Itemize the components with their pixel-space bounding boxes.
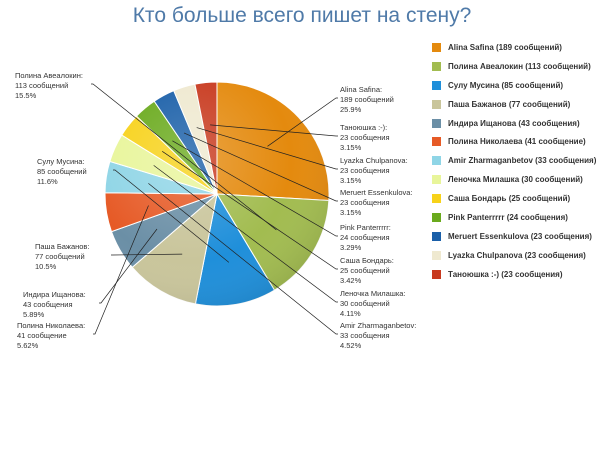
legend-swatch [432, 118, 441, 128]
legend-label: Lyazka Chulpanova (23 сообщения) [448, 250, 586, 260]
slice-callout-value-text: 23 сообщения [340, 133, 390, 142]
slice-callout-name: Леночка Милашка: [340, 289, 406, 298]
legend-label: Леночка Милашка (30 сообщений) [448, 175, 583, 185]
leader-line [196, 127, 338, 170]
legend-item: Pink Panterrrrr (24 сообщения) [432, 208, 604, 227]
slice-callout-value-text: 189 сообщений [340, 95, 394, 104]
legend-item: Сулу Мусина (85 сообщений) [432, 76, 604, 95]
legend-item: Lyazka Chulpanova (23 сообщения) [432, 246, 604, 265]
legend-swatch [432, 212, 441, 222]
slice-callout-name: Полина Авеалокин: [15, 71, 83, 80]
slice-callout-name: Индира Ищанова: [23, 290, 86, 299]
legend-swatch [432, 231, 441, 241]
legend-item: Полина Николаева (41 сообщение) [432, 132, 604, 151]
leader-line [210, 124, 338, 137]
slice-callout-percent-text: 5.62% [17, 341, 39, 350]
slice-callout-name: Meruert Essenkulova: [340, 188, 413, 197]
slice-callout-name: Alina Safina: [340, 85, 382, 94]
legend-swatch [432, 80, 441, 90]
slice-callout-percent-text: 4.11% [340, 309, 361, 318]
slice-callout-value-text: 77 сообщений [35, 252, 85, 261]
slice-callout-value-text: 41 сообщение [17, 331, 67, 340]
leader-line [99, 228, 158, 304]
legend-item: Таноюшка :-) (23 сообщения) [432, 265, 604, 284]
leader-line [153, 165, 338, 303]
leader-line [148, 183, 338, 335]
slice-callout-percent-text: 3.15% [340, 143, 362, 152]
legend-swatch [432, 137, 441, 147]
legend-label: Паша Бажанов (77 сообщений) [448, 99, 571, 109]
legend-item: Meruert Essenkulova (23 сообщения) [432, 227, 604, 246]
legend-swatch [432, 42, 441, 52]
legend-swatch [432, 250, 441, 260]
leader-line [91, 83, 277, 231]
legend-swatch [432, 194, 441, 204]
slice-callout-name: Таноюшка :-): [340, 123, 387, 132]
slice-callout-percent-text: 5.89% [23, 310, 45, 319]
legend-swatch [432, 269, 441, 279]
leader-line [183, 132, 338, 202]
legend-label: Индира Ищанова (43 сообщения) [448, 118, 580, 128]
slice-callout-name: Саша Бондарь: [340, 256, 394, 265]
legend-label: Таноюшка :-) (23 сообщения) [448, 269, 563, 279]
slice-callout-value-text: 23 сообщения [340, 166, 390, 175]
slice-callout-name: Amir Zharmaganbetov: [340, 321, 416, 330]
legend-label: Полина Николаева (41 сообщение) [448, 137, 586, 147]
legend-item: Паша Бажанов (77 сообщений) [432, 95, 604, 114]
slice-callout-percent-text: 10.5% [35, 262, 57, 271]
slice-callout-value-text: 33 сообщения [340, 331, 390, 340]
slice-callout-value-text: 113 сообщений [15, 81, 68, 90]
slice-callout-name: Pink Panterrrrr: [340, 223, 391, 232]
slice-callout-percent-text: 3.42% [340, 276, 362, 285]
slice-callout-value-text: 30 сообщений [340, 299, 390, 308]
legend-label: Полина Авеалокин (113 сообщений) [448, 61, 591, 71]
leader-line [113, 169, 230, 263]
legend-label: Meruert Essenkulova (23 сообщения) [448, 231, 592, 241]
leader-line [93, 205, 149, 335]
leader-line [111, 253, 183, 256]
legend-label: Саша Бондарь (25 сообщений) [448, 194, 571, 204]
legend-swatch [432, 156, 441, 166]
slice-callout-percent-text: 4.52% [340, 341, 362, 350]
legend-item: Леночка Милашка (30 сообщений) [432, 170, 604, 189]
slice-callout-name: Полина Николаева: [17, 321, 85, 330]
slice-callout-percent-text: 11.6% [37, 177, 58, 186]
slice-callout-value-text: 25 сообщений [340, 266, 390, 275]
slice-callout-percent-text: 3.15% [340, 208, 362, 217]
slice-callout-value-text: 85 сообщений [37, 167, 87, 176]
legend-swatch [432, 175, 441, 185]
slice-callout-value-text: 24 сообщения [340, 233, 390, 242]
legend-item: Amir Zharmaganbetov (33 сообщения) [432, 151, 604, 170]
pie-slice [216, 81, 330, 202]
slice-callout-percent-text: 15.5% [15, 91, 37, 100]
slice-callout-percent-text: 3.15% [340, 176, 362, 185]
slice-callout-name: Lyazka Chulpanova: [340, 156, 408, 165]
legend-label: Alina Safina (189 сообщений) [448, 42, 562, 52]
slice-callout-value-text: 23 сообщения [340, 198, 390, 207]
slice-callout-percent-text: 3.29% [340, 243, 362, 252]
chart-title: Кто больше всего пишет на стену? [132, 4, 472, 27]
legend: Alina Safina (189 сообщений) Полина Авеал… [432, 38, 604, 284]
slice-callout-name: Сулу Мусина: [37, 157, 85, 166]
legend-swatch [432, 61, 441, 71]
slice-callout-value-text: 43 сообщения [23, 300, 73, 309]
legend-label: Pink Panterrrrr (24 сообщения) [448, 212, 568, 222]
slice-callout-percent-text: 25.9% [340, 105, 362, 114]
legend-item: Alina Safina (189 сообщений) [432, 38, 604, 57]
leader-line [267, 97, 338, 147]
legend-label: Сулу Мусина (85 сообщений) [448, 80, 564, 90]
legend-label: Amir Zharmaganbetov (33 сообщения) [448, 156, 597, 166]
legend-item: Саша Бондарь (25 сообщений) [432, 189, 604, 208]
legend-item: Полина Авеалокин (113 сообщений) [432, 57, 604, 76]
legend-item: Индира Ищанова (43 сообщения) [432, 114, 604, 133]
legend-swatch [432, 99, 441, 109]
leader-line [162, 151, 338, 270]
slice-callout-name: Паша Бажанов: [35, 242, 90, 251]
leader-line [172, 140, 338, 237]
